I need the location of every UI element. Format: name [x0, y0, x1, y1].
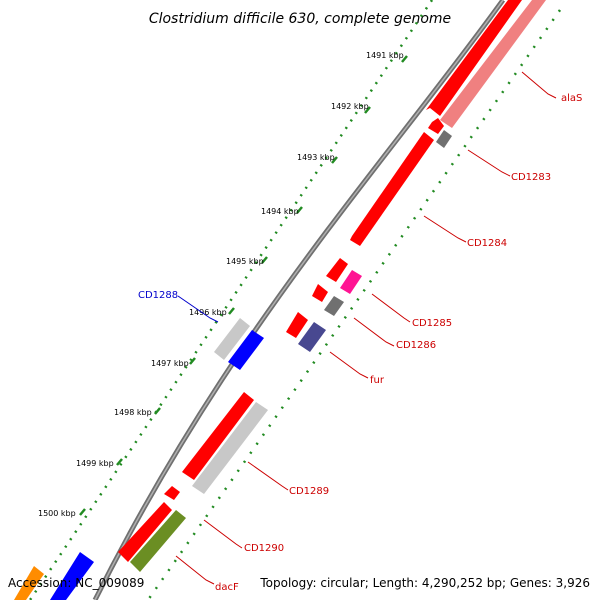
gene-label-CD1285: CD1285 [412, 318, 452, 329]
forward-strand-features [118, 0, 522, 562]
gene-label-CD1283: CD1283 [511, 172, 551, 183]
kbp-tick-marks [79, 55, 408, 516]
gene-label-fur: fur [370, 375, 385, 386]
CD1283-gene [436, 130, 452, 148]
fur-gene [298, 322, 326, 352]
tick-label-1496: 1496 kbp [189, 308, 227, 317]
inner-track-features [130, 0, 546, 572]
gene-label-CD1288: CD1288 [138, 290, 178, 301]
CD1289-gene [182, 392, 254, 480]
alaS-gene [426, 0, 522, 116]
cds-small-3 [312, 284, 328, 302]
footer: Accession: NC_009089 Topology: circular;… [8, 576, 590, 590]
kbp-track-outer [28, 0, 434, 600]
gene-label-leaders [175, 71, 557, 585]
map-title: Clostridium difficile 630, complete geno… [149, 11, 451, 27]
tick-label-1493: 1493 kbp [297, 153, 335, 162]
tick-label-1498: 1498 kbp [114, 408, 152, 417]
CD1288-light-gene [214, 318, 250, 360]
gene-label-CD1284: CD1284 [467, 238, 507, 249]
alaS-light-gene [440, 0, 546, 128]
tick-label-1494: 1494 kbp [261, 207, 299, 216]
cds-bottom-orange [14, 566, 44, 600]
kbp-track-inner [146, 9, 562, 600]
kbp-tick-labels: 1491 kbp 1492 kbp 1493 kbp 1494 kbp 1495… [38, 51, 404, 518]
genome-backbone [92, 0, 506, 600]
tick-label-1495: 1495 kbp [226, 257, 264, 266]
genome-summary-text: Topology: circular; Length: 4,290,252 bp… [259, 576, 590, 590]
cds-small-5 [164, 486, 180, 500]
cds-small-1 [428, 118, 444, 134]
gene-label-CD1290: CD1290 [244, 543, 284, 554]
CD1284-gene [350, 132, 434, 246]
gene-label-CD1289: CD1289 [289, 486, 329, 497]
tick-label-1492: 1492 kbp [331, 102, 369, 111]
CD1289-light-gene [192, 402, 268, 494]
tick-label-1500: 1500 kbp [38, 509, 76, 518]
gene-label-dacF: dacF [215, 582, 239, 593]
tick-label-1491: 1491 kbp [366, 51, 404, 60]
tick-label-1497: 1497 kbp [151, 359, 189, 368]
outer-track-features [14, 318, 264, 600]
cds-small-2 [326, 258, 348, 282]
gene-label-alaS: alaS [561, 93, 582, 104]
CD1290-gene [118, 502, 172, 562]
CD1288-gene [228, 330, 264, 370]
CD1285-gene [340, 270, 362, 294]
gene-label-CD1286: CD1286 [396, 340, 436, 351]
accession-text: Accession: NC_009089 [8, 576, 144, 590]
tick-label-1499: 1499 kbp [76, 459, 114, 468]
cds-small-4 [286, 312, 308, 338]
dacF-gene [130, 510, 186, 572]
cds-bottom-blue [50, 552, 94, 600]
CD1286-gene [324, 296, 344, 316]
gene-labels: alaS CD1283 CD1284 CD1285 CD1286 fur CD1… [138, 93, 582, 593]
